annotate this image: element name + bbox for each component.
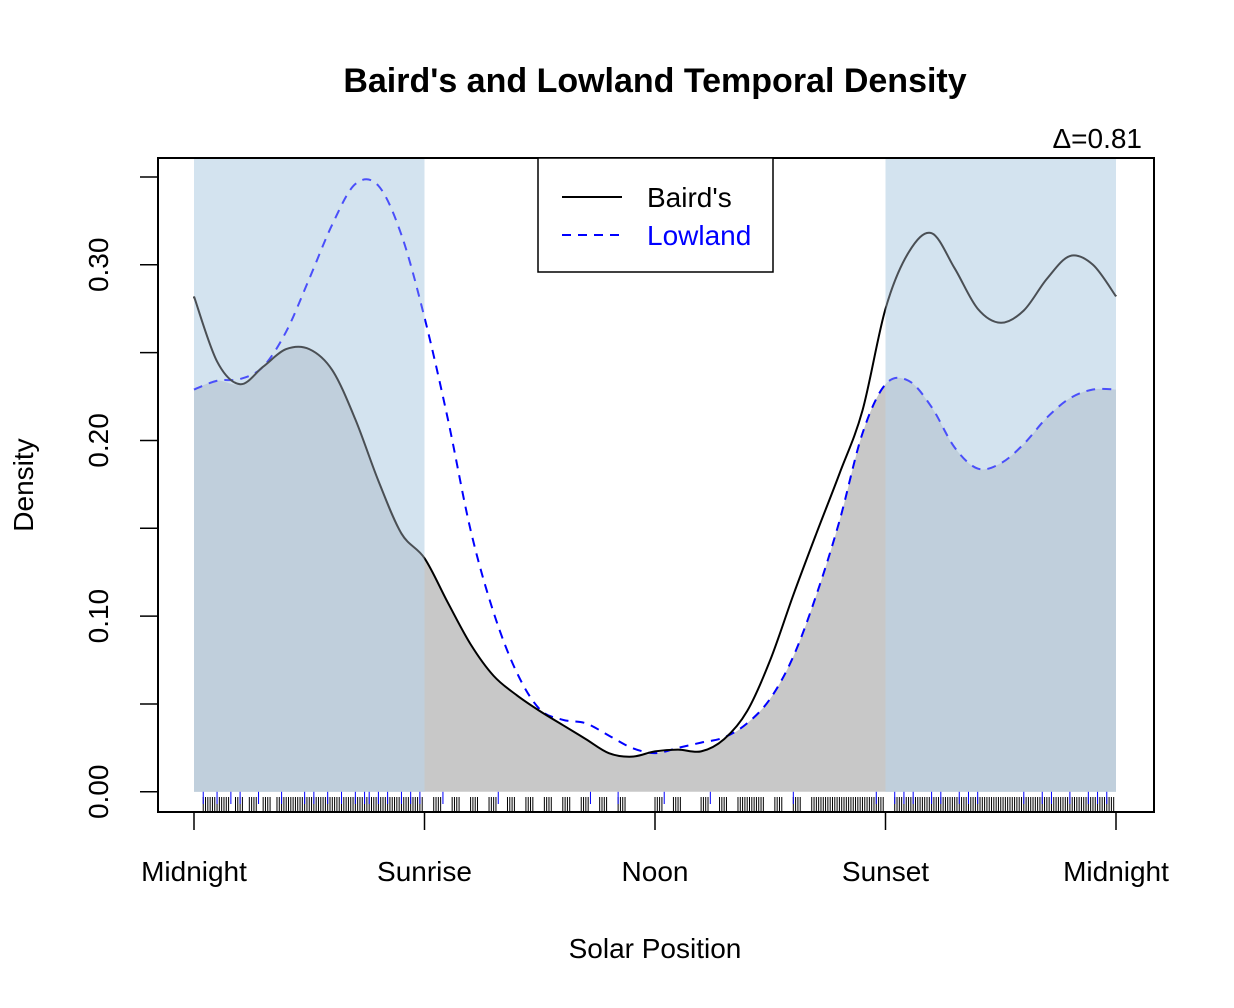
- legend-box: [537, 157, 774, 273]
- plot-area: [193, 158, 1117, 812]
- y-tick-label: 0.30: [83, 238, 114, 293]
- legend: Baird's Lowland: [537, 157, 774, 273]
- legend-label-series-1: Baird's: [647, 182, 732, 213]
- y-axis: 0.00 0.10 0.20 0.30: [83, 176, 159, 820]
- x-tick-label: Midnight: [1063, 856, 1169, 887]
- y-tick-label: 0.20: [83, 413, 114, 468]
- night-shading-1: [194, 158, 425, 792]
- x-tick-label: Midnight: [141, 856, 247, 887]
- x-tick-label: Sunset: [842, 856, 929, 887]
- y-axis-label: Density: [8, 438, 39, 531]
- y-tick-label: 0.10: [83, 589, 114, 644]
- chart-title: Baird's and Lowland Temporal Density: [343, 62, 966, 100]
- x-axis-label: Solar Position: [569, 933, 742, 964]
- x-tick-label: Sunrise: [377, 856, 472, 887]
- rug: [202, 791, 1115, 812]
- night-tint-1: [194, 158, 425, 792]
- legend-label-series-2: Lowland: [647, 220, 751, 251]
- series-line-bairds: [193, 231, 1117, 758]
- x-tick-label: Noon: [622, 856, 689, 887]
- night-shading-2: [885, 158, 1116, 792]
- delta-annotation: Δ=0.81: [1052, 123, 1142, 154]
- overlap-area: [194, 346, 1116, 792]
- x-axis: Midnight Sunrise Noon Sunset Midnight: [141, 811, 1169, 887]
- series-line-lowland: [193, 178, 1117, 755]
- night-tint-2: [885, 158, 1116, 792]
- y-tick-label: 0.00: [83, 765, 114, 820]
